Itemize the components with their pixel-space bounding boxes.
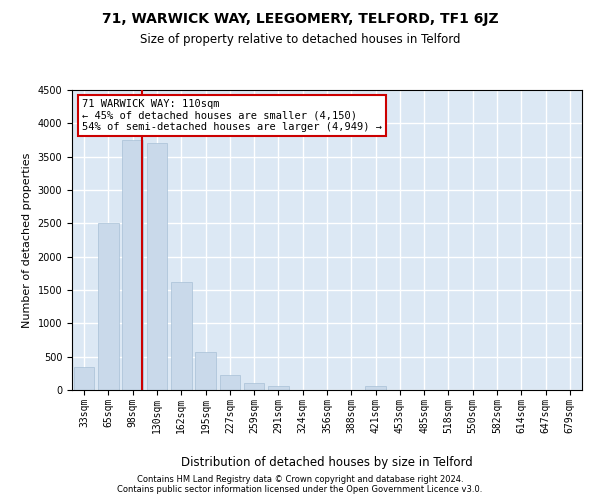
Text: Contains public sector information licensed under the Open Government Licence v3: Contains public sector information licen…	[118, 484, 482, 494]
Bar	[122, 140, 143, 390]
Bar	[171, 282, 191, 390]
Text: Contains HM Land Registry data © Crown copyright and database right 2024.: Contains HM Land Registry data © Crown c…	[137, 475, 463, 484]
Bar	[268, 386, 289, 390]
Bar	[244, 384, 265, 390]
Bar	[146, 144, 167, 390]
Text: Size of property relative to detached houses in Telford: Size of property relative to detached ho…	[140, 32, 460, 46]
Bar	[98, 224, 119, 390]
Text: 71 WARWICK WAY: 110sqm
← 45% of detached houses are smaller (4,150)
54% of semi-: 71 WARWICK WAY: 110sqm ← 45% of detached…	[82, 99, 382, 132]
Bar	[220, 375, 240, 390]
Y-axis label: Number of detached properties: Number of detached properties	[22, 152, 32, 328]
Bar	[195, 352, 216, 390]
Bar	[365, 386, 386, 390]
Text: 71, WARWICK WAY, LEEGOMERY, TELFORD, TF1 6JZ: 71, WARWICK WAY, LEEGOMERY, TELFORD, TF1…	[101, 12, 499, 26]
Bar	[74, 366, 94, 390]
Text: Distribution of detached houses by size in Telford: Distribution of detached houses by size …	[181, 456, 473, 469]
